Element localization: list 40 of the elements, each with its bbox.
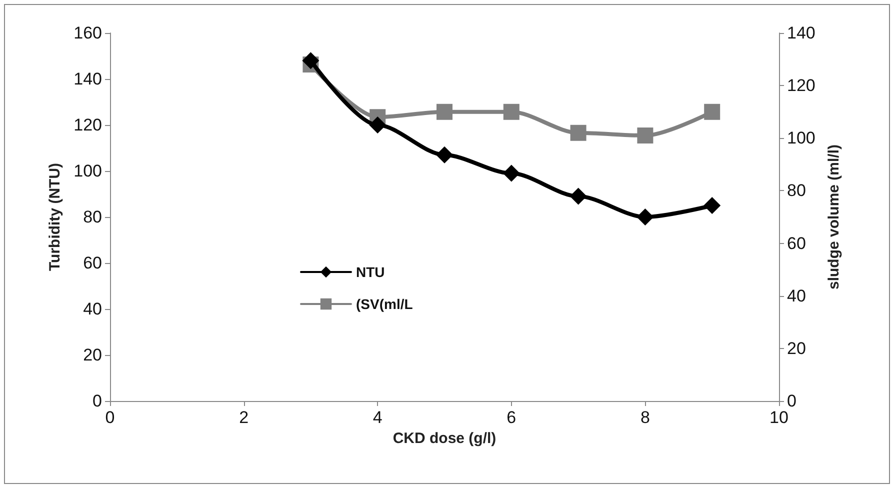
point: [503, 104, 520, 120]
y-tick-label: 160: [74, 24, 102, 42]
y2-tick-label: 60: [787, 234, 806, 253]
legend-label: (SV(ml/L: [356, 296, 414, 312]
point: [436, 104, 452, 120]
y2-tick-label: 0: [787, 392, 796, 410]
y-tick-label: 60: [83, 254, 102, 272]
y-tick-label: 140: [74, 70, 102, 88]
x-axis-title: CKD dose (g/l): [392, 430, 496, 447]
x-tick-label: 4: [372, 408, 382, 427]
y2-tick-label: 20: [787, 338, 806, 358]
point: [369, 116, 386, 134]
y2-tick-label: 80: [787, 181, 806, 200]
point: [637, 128, 654, 144]
point: [636, 208, 654, 226]
point: [570, 188, 587, 205]
x-tick-label: 2: [239, 408, 249, 427]
x-tick-label: 0: [105, 408, 115, 427]
x-tick-label: 6: [506, 408, 516, 427]
y2-tick-label: 140: [787, 24, 816, 42]
point: [570, 124, 586, 141]
y2-axis-title: sludge volume (ml/l): [825, 144, 842, 290]
y-tick-label: 80: [83, 208, 102, 226]
y2-tick-label: 100: [787, 128, 816, 148]
y-tick-label: 20: [83, 346, 102, 364]
y-axis-title: Turbidity (NTU): [46, 162, 64, 272]
y2-tick-label: 40: [787, 286, 806, 306]
point: [704, 104, 720, 120]
point: [436, 146, 453, 164]
x-tick-label: 10: [770, 408, 788, 427]
point: [704, 197, 721, 214]
y-tick-label: 40: [83, 300, 102, 318]
y-tick-label: 0: [92, 392, 102, 410]
x-tick-label: 8: [640, 408, 650, 427]
y2-tick-label: 120: [787, 76, 816, 96]
point: [502, 164, 520, 182]
point: [302, 52, 320, 70]
y-tick-label: 120: [74, 116, 102, 134]
legend-label: NTU: [356, 264, 385, 280]
y-tick-label: 100: [74, 162, 102, 180]
